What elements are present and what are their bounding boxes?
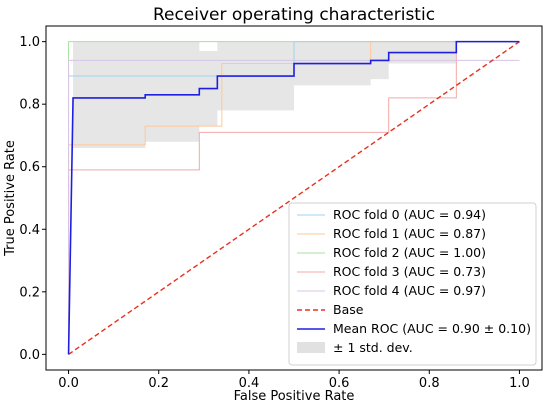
y-tick-label: 1.0: [19, 35, 40, 50]
std-band-layer: [73, 41, 520, 148]
x-tick-label: 0.0: [58, 376, 79, 391]
legend-entries: ROC fold 0 (AUC = 0.94) ROC fold 1 (AUC =…: [297, 207, 531, 355]
chart-title: Receiver operating characteristic: [153, 5, 435, 25]
y-tick-label: 0.4: [19, 223, 40, 238]
legend-label-7: ± 1 std. dev.: [333, 340, 413, 355]
series-layer: [67, 40, 520, 355]
y-tick-label: 0.8: [19, 98, 40, 113]
plot-frame: [45, 25, 543, 371]
x-tick-label: 0.4: [239, 376, 260, 391]
legend-swatch-7: [297, 342, 325, 353]
legend-label-6: Mean ROC (AUC = 0.90 ± 0.10): [333, 321, 531, 336]
legend-label-2: ROC fold 2 (AUC = 1.00): [333, 245, 486, 260]
y-tick-label: 0.6: [19, 160, 40, 175]
legend: ROC fold 0 (AUC = 0.94) ROC fold 1 (AUC =…: [288, 202, 537, 366]
series-line-1: [68, 41, 520, 355]
x-tick-label: 0.6: [329, 376, 350, 391]
legend-label-5: Base: [333, 302, 364, 317]
series-line-5: [68, 41, 520, 355]
x-axis-label: False Positive Rate: [234, 389, 355, 404]
legend-label-4: ROC fold 4 (AUC = 0.97): [333, 283, 486, 298]
x-tick-label: 0.8: [419, 376, 440, 391]
legend-label-3: ROC fold 3 (AUC = 0.73): [333, 264, 486, 279]
std-band: [73, 41, 520, 148]
x-tick-label: 1.0: [509, 376, 530, 391]
x-axis-ticks: 0.0 0.2 0.4 0.6 0.8 1.0: [58, 370, 530, 391]
x-tick-label: 0.2: [148, 376, 169, 391]
y-axis-ticks: 0.0 0.2 0.4 0.6 0.8 1.0: [19, 35, 46, 363]
legend-label-0: ROC fold 0 (AUC = 0.94): [333, 207, 486, 222]
legend-box: [288, 202, 537, 366]
series-line-4: [68, 59, 520, 355]
series-line-6: [67, 40, 520, 355]
y-axis-label: True Positive Rate: [3, 140, 18, 257]
legend-label-1: ROC fold 1 (AUC = 0.87): [333, 226, 486, 241]
y-tick-label: 0.0: [19, 348, 40, 363]
y-tick-label: 0.2: [19, 285, 40, 300]
